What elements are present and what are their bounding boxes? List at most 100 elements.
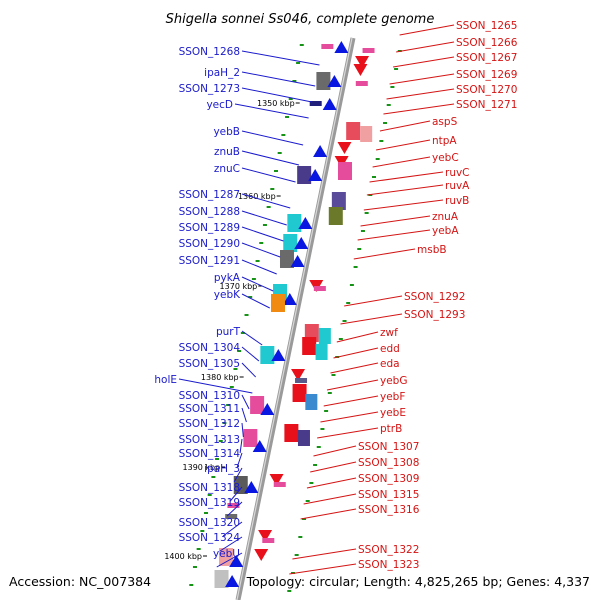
left-gene-label[interactable]: yebK [214, 289, 241, 301]
right-gene-leader [340, 313, 403, 325]
left-gene-label[interactable]: yebB [213, 126, 240, 138]
left-gene-label[interactable]: znuC [214, 163, 240, 175]
gene-box [287, 214, 302, 232]
left-gene-label[interactable]: SSON_1310 [179, 390, 240, 402]
right-gene-label[interactable]: SSON_1292 [404, 291, 465, 303]
contig-tick [364, 212, 369, 214]
right-gene-label[interactable]: yebF [380, 391, 405, 403]
contig-tick [204, 512, 209, 514]
right-gene-label[interactable]: SSON_1266 [456, 37, 518, 49]
forward-gene-arrow [313, 145, 328, 157]
right-gene-label[interactable]: yebC [432, 152, 459, 164]
right-gene-label[interactable]: SSON_1265 [456, 20, 517, 32]
right-gene-label[interactable]: SSON_1293 [404, 309, 465, 321]
gene-box [260, 346, 275, 364]
left-gene-label[interactable]: pykA [214, 272, 241, 284]
left-gene-label[interactable]: SSON_1312 [179, 418, 240, 430]
gene-box [279, 250, 294, 268]
reverse-gene-arrow [355, 56, 370, 68]
right-gene-label[interactable]: yebA [432, 225, 459, 237]
left-gene-label[interactable]: purT [216, 326, 241, 338]
left-gene-label[interactable]: SSON_1324 [179, 532, 241, 544]
right-gene-label[interactable]: SSON_1269 [456, 69, 517, 81]
right-labels-layer: SSON_1265 SSON_1266 SSON_1267 SSON_1269 SSON… [289, 20, 518, 575]
gene-box [346, 122, 361, 140]
forward-gene-arrow [334, 41, 349, 53]
left-gene-label[interactable]: SSON_1268 [179, 46, 240, 58]
right-gene-label[interactable]: SSON_1316 [358, 504, 420, 516]
left-gene-label[interactable]: SSON_1273 [179, 83, 240, 95]
right-gene-label[interactable]: eda [380, 358, 400, 370]
right-gene-label[interactable]: SSON_1322 [358, 544, 419, 556]
left-gene-label[interactable]: SSON_1290 [179, 238, 240, 250]
left-gene-leader [241, 259, 277, 275]
left-gene-label[interactable]: SSON_1319 [179, 497, 240, 509]
genome-backbone [235, 37, 356, 600]
forward-gene-arrow [294, 237, 309, 249]
left-gene-label[interactable]: SSON_1289 [179, 222, 240, 234]
right-gene-label[interactable]: SSON_1307 [358, 441, 419, 453]
right-gene-label[interactable]: SSON_1315 [358, 489, 419, 501]
right-gene-leader [300, 508, 357, 520]
left-gene-label[interactable]: SSON_1311 [179, 403, 240, 415]
left-gene-label[interactable]: SSON_1305 [179, 358, 240, 370]
left-gene-leader [229, 486, 243, 502]
right-gene-label[interactable]: znuA [432, 211, 459, 223]
forward-gene-arrow [225, 575, 240, 587]
contig-tick [375, 158, 380, 160]
left-gene-label[interactable]: ipaH_2 [204, 67, 240, 79]
contig-tick [394, 68, 399, 70]
left-gene-label[interactable]: holE [154, 374, 177, 386]
right-gene-label[interactable]: ptrB [380, 423, 402, 435]
right-gene-label[interactable]: ruvA [445, 180, 470, 192]
gene-box [318, 328, 331, 344]
left-gene-label[interactable]: yecD [206, 99, 233, 111]
right-gene-label[interactable]: SSON_1308 [358, 457, 419, 469]
gene-box [315, 344, 328, 360]
left-gene-label[interactable]: SSON_1304 [179, 342, 241, 354]
right-gene-label[interactable]: ntpA [432, 135, 457, 147]
right-gene-label[interactable]: edd [380, 343, 400, 355]
contig-tick [192, 566, 197, 568]
left-gene-label[interactable]: yebU [213, 548, 240, 560]
left-gene-label[interactable]: SSON_1318 [179, 482, 240, 494]
reverse-gene-arrow [258, 530, 273, 542]
contig-tick [248, 296, 253, 298]
contig-tick [189, 584, 194, 586]
left-gene-label[interactable]: SSON_1287 [179, 189, 240, 201]
right-gene-leader [392, 56, 455, 68]
left-gene-label[interactable]: ipaH_3 [204, 463, 240, 475]
left-gene-label[interactable]: SSON_1314 [179, 448, 241, 460]
right-gene-label[interactable]: SSON_1267 [456, 52, 517, 64]
left-gene-leader [241, 276, 274, 292]
right-gene-label[interactable]: ruvB [445, 195, 469, 207]
right-gene-leader [369, 171, 444, 183]
left-gene-label[interactable]: znuB [214, 146, 240, 158]
right-gene-label[interactable]: SSON_1271 [456, 99, 517, 111]
gene-bar [295, 378, 308, 383]
gene-bar [313, 286, 326, 291]
right-gene-label[interactable]: msbB [417, 244, 447, 256]
left-gene-leader [241, 71, 316, 87]
left-gene-label[interactable]: SSON_1291 [179, 255, 240, 267]
right-gene-label[interactable]: SSON_1309 [358, 473, 419, 485]
forward-gene-arrow [290, 255, 305, 267]
left-gene-label[interactable]: SSON_1313 [179, 434, 240, 446]
right-gene-leader [320, 411, 379, 423]
left-gene-label[interactable]: SSON_1320 [179, 517, 240, 529]
contig-tick [331, 374, 336, 376]
gene-bar [225, 514, 238, 519]
right-gene-label[interactable]: yebG [380, 375, 407, 387]
left-gene-label[interactable]: SSON_1288 [179, 206, 240, 218]
gene-box [316, 72, 331, 90]
features-layer [214, 41, 375, 588]
right-gene-label[interactable]: aspS [432, 116, 458, 128]
left-gene-leader [241, 346, 260, 362]
right-gene-label[interactable]: SSON_1323 [358, 559, 419, 571]
right-gene-label[interactable]: yebE [380, 407, 406, 419]
right-gene-label[interactable]: SSON_1270 [456, 84, 517, 96]
right-gene-label[interactable]: zwf [380, 327, 398, 339]
contig-tick [346, 302, 351, 304]
right-gene-label[interactable]: ruvC [445, 167, 470, 179]
right-gene-leader [289, 563, 357, 575]
